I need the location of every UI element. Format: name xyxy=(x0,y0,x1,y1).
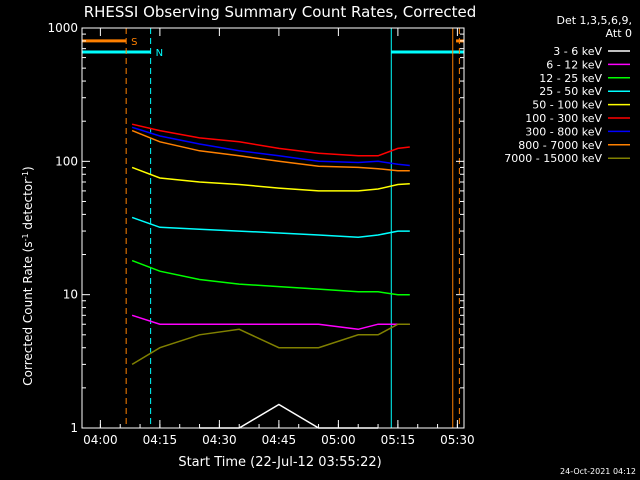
y-tick-label: 1 xyxy=(70,421,78,435)
legend-header-line1: Det 1,3,5,6,9, xyxy=(556,14,632,27)
legend-label-3: 25 - 50 keV xyxy=(539,85,602,98)
series-line-3 xyxy=(131,216,410,238)
plot-frame xyxy=(81,27,465,429)
x-axis-label: Start Time (22-Jul-12 03:55:22) xyxy=(178,455,381,470)
series-line-5 xyxy=(131,123,410,157)
series-line-1 xyxy=(131,314,410,331)
series-line-4 xyxy=(131,166,410,192)
legend-label-6: 300 - 800 keV xyxy=(525,125,602,138)
legend-label-1: 6 - 12 keV xyxy=(546,58,602,71)
legend-label-8: 7000 - 15000 keV xyxy=(504,152,602,165)
x-tick-label: 04:30 xyxy=(202,433,237,447)
x-tick-label: 04:00 xyxy=(83,433,118,447)
y-tick-label: 1000 xyxy=(47,21,78,35)
y-tick-label: 10 xyxy=(63,288,78,302)
x-tick-label: 05:30 xyxy=(440,433,475,447)
plot-area: S N 1 10 100 1000 04:00 04:15 04:30 04:45 05:00 05:… xyxy=(47,21,474,447)
chart-title: RHESSI Observing Summary Count Rates, Co… xyxy=(84,3,477,21)
legend-label-4: 50 - 100 keV xyxy=(532,99,602,112)
x-tick-label: 04:15 xyxy=(143,433,178,447)
x-tick-label: 05:00 xyxy=(321,433,356,447)
x-tick-label: 04:45 xyxy=(262,433,297,447)
footer-timestamp: 24-Oct-2021 04:12 xyxy=(560,467,636,476)
legend-label-5: 100 - 300 keV xyxy=(525,112,602,125)
y-axis-label-sup2: -1 xyxy=(21,171,30,179)
y-axis-label-mid: detector xyxy=(21,179,35,234)
series-line-2 xyxy=(131,259,410,296)
x-tick-label: 05:15 xyxy=(381,433,416,447)
series-line-6 xyxy=(131,126,410,167)
flag-S-label: S xyxy=(131,37,137,48)
y-axis-label-sup1: -1 xyxy=(21,233,30,241)
flag-N-label: N xyxy=(156,48,163,59)
legend-header-line2: Att 0 xyxy=(606,27,632,40)
legend-label-2: 12 - 25 keV xyxy=(539,72,602,85)
legend-label-0: 3 - 6 keV xyxy=(553,45,602,58)
y-tick-label: 100 xyxy=(55,154,78,168)
legend-label-7: 800 - 7000 keV xyxy=(518,139,602,152)
y-axis-label-main: Corrected Count Rate (s xyxy=(21,241,35,385)
series-line-7 xyxy=(131,129,410,172)
series-line-8 xyxy=(131,323,410,366)
y-axis-label-end: ) xyxy=(21,166,35,171)
y-axis-label: Corrected Count Rate (s-1 detector-1) xyxy=(21,166,36,385)
